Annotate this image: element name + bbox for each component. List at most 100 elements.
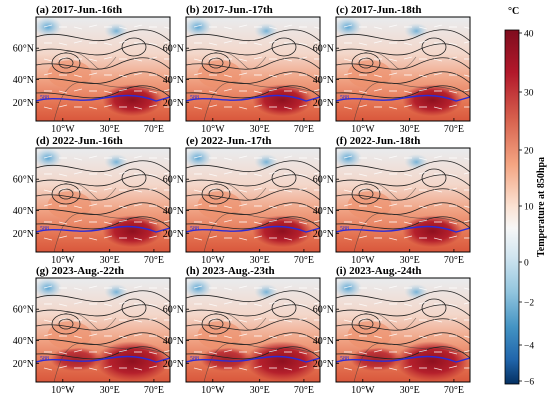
contour-label: 588 bbox=[340, 226, 349, 232]
lon-tick-label: 30°E bbox=[400, 255, 420, 266]
lat-tick-label: 20°N bbox=[13, 359, 34, 370]
lat-tick-label: 60°N bbox=[163, 175, 184, 186]
map-panel: (h) 2023-Aug.-23th 588 20°N 40°N 60°N 10°W 30°… bbox=[163, 265, 321, 396]
lon-tick-label: 70°E bbox=[144, 124, 164, 135]
panel-frame bbox=[185, 16, 321, 122]
lon-tick-label: 30°E bbox=[100, 255, 120, 266]
colorbar-unit: °C bbox=[508, 6, 519, 17]
lat-tick-label: 60°N bbox=[313, 44, 334, 55]
panel-frame bbox=[335, 147, 471, 253]
lon-tick-label: 30°E bbox=[400, 124, 420, 135]
lat-tick-label: 60°N bbox=[13, 175, 34, 186]
colorbar-tick-label: −4 bbox=[524, 342, 534, 352]
panel-frame bbox=[35, 277, 171, 383]
lat-tick-label: 60°N bbox=[313, 305, 334, 316]
map-panel: (f) 2022-Jun.-18th 588 20°N 40°N 60°N 10°W 30°… bbox=[313, 135, 471, 266]
lat-tick-label: 40°N bbox=[313, 336, 334, 347]
panel-frame bbox=[35, 147, 171, 253]
lat-tick-label: 40°N bbox=[13, 206, 34, 217]
map-panel: (a) 2017-Jun.-16th 588 20°N 40°N 60°N 10°W 30°… bbox=[13, 4, 171, 135]
lat-tick-label: 20°N bbox=[163, 229, 184, 240]
map-panel: (d) 2022-Jun.-16th 588 20°N 40°N 60°N 10°W 30°… bbox=[13, 135, 171, 266]
lon-tick-label: 10°W bbox=[351, 124, 375, 135]
lat-tick-label: 20°N bbox=[163, 359, 184, 370]
lon-tick-label: 30°E bbox=[250, 385, 270, 396]
panel-title: (c) 2017-Jun.-18th bbox=[336, 4, 422, 16]
lat-tick-label: 20°N bbox=[163, 98, 184, 109]
panel-title: (d) 2022-Jun.-16th bbox=[36, 135, 123, 147]
contour-label: 588 bbox=[190, 356, 199, 362]
lon-tick-label: 30°E bbox=[100, 124, 120, 135]
colorbar-tick-label: −2 bbox=[524, 299, 534, 309]
contour-label: 588 bbox=[190, 95, 199, 101]
lon-tick-label: 70°E bbox=[444, 255, 464, 266]
lon-tick-label: 10°W bbox=[201, 124, 225, 135]
panel-title: (g) 2023-Aug.-22th bbox=[36, 265, 124, 277]
lat-tick-label: 40°N bbox=[163, 75, 184, 86]
map-panel: (i) 2023-Aug.-24th 588 20°N 40°N 60°N 10°W 30°… bbox=[313, 265, 471, 396]
temperature-field: 588 bbox=[336, 148, 470, 252]
panel-title: (i) 2023-Aug.-24th bbox=[336, 265, 422, 277]
panel-title: (h) 2023-Aug.-23th bbox=[186, 265, 275, 277]
temperature-field: 588 bbox=[336, 17, 470, 121]
lon-tick-label: 10°W bbox=[201, 255, 225, 266]
lon-tick-label: 70°E bbox=[294, 385, 314, 396]
panel-frame bbox=[185, 277, 321, 383]
lat-tick-label: 40°N bbox=[313, 206, 334, 217]
colorbar-scale bbox=[504, 29, 520, 385]
lat-tick-label: 60°N bbox=[13, 305, 34, 316]
lon-tick-label: 10°W bbox=[51, 255, 75, 266]
panel-title: (b) 2017-Jun.-17th bbox=[186, 4, 273, 16]
panel-title: (f) 2022-Jun.-18th bbox=[336, 135, 420, 147]
colorbar-ticks: 40 30 20 10 0 −2 −4 −6 bbox=[519, 30, 534, 388]
temperature-field: 588 bbox=[36, 17, 170, 121]
temperature-field: 588 bbox=[36, 148, 170, 252]
lat-tick-label: 20°N bbox=[313, 229, 334, 240]
lon-tick-label: 30°E bbox=[400, 385, 420, 396]
contour-label: 588 bbox=[340, 95, 349, 101]
lat-tick-label: 40°N bbox=[13, 75, 34, 86]
lon-tick-label: 70°E bbox=[444, 385, 464, 396]
colorbar-tick-label: 10 bbox=[524, 203, 534, 213]
contour-label: 588 bbox=[190, 226, 199, 232]
lon-tick-label: 70°E bbox=[294, 124, 314, 135]
temperature-field: 588 bbox=[186, 17, 320, 121]
contour-label: 588 bbox=[340, 356, 349, 362]
colorbar-tick-label: −6 bbox=[524, 378, 534, 388]
panel-frame bbox=[35, 16, 171, 122]
lat-tick-label: 20°N bbox=[313, 98, 334, 109]
lat-tick-label: 20°N bbox=[13, 98, 34, 109]
temperature-field: 588 bbox=[36, 278, 170, 382]
lon-tick-label: 70°E bbox=[144, 385, 164, 396]
temperature-field: 588 bbox=[186, 278, 320, 382]
lat-tick-label: 40°N bbox=[13, 336, 34, 347]
colorbar-tick-label: 20 bbox=[524, 147, 534, 157]
lat-tick-label: 60°N bbox=[313, 175, 334, 186]
lat-tick-label: 60°N bbox=[13, 44, 34, 55]
panel-grid: (a) 2017-Jun.-16th 588 20°N 40°N 60°N 10°W 30°… bbox=[13, 4, 471, 396]
lon-tick-label: 70°E bbox=[294, 255, 314, 266]
temperature-field: 588 bbox=[186, 148, 320, 252]
map-panel: (b) 2017-Jun.-17th 588 20°N 40°N 60°N 10°W 30°… bbox=[163, 4, 321, 135]
panel-title: (a) 2017-Jun.-16th bbox=[36, 4, 122, 16]
contour-label: 588 bbox=[40, 356, 49, 362]
panel-frame bbox=[335, 16, 471, 122]
lat-tick-label: 60°N bbox=[163, 44, 184, 55]
lat-tick-label: 40°N bbox=[313, 75, 334, 86]
map-panel: (g) 2023-Aug.-22th 588 20°N 40°N 60°N 10°W 30°… bbox=[13, 265, 171, 396]
lat-tick-label: 40°N bbox=[163, 336, 184, 347]
lat-tick-label: 20°N bbox=[13, 229, 34, 240]
lat-tick-label: 60°N bbox=[163, 305, 184, 316]
lat-tick-label: 20°N bbox=[313, 359, 334, 370]
lon-tick-label: 70°E bbox=[444, 124, 464, 135]
colorbar-tick-label: 0 bbox=[524, 259, 529, 269]
lon-tick-label: 10°W bbox=[51, 124, 75, 135]
lat-tick-label: 40°N bbox=[163, 206, 184, 217]
lon-tick-label: 10°W bbox=[51, 385, 75, 396]
colorbar-tick-label: 30 bbox=[524, 89, 534, 99]
panel-frame bbox=[185, 147, 321, 253]
colorbar: °C 40 30 20 10 0 −2 −4 −6 Temperature at 850hpa bbox=[504, 6, 547, 388]
colorbar-title: Temperature at 850hpa bbox=[536, 157, 547, 257]
lon-tick-label: 70°E bbox=[144, 255, 164, 266]
